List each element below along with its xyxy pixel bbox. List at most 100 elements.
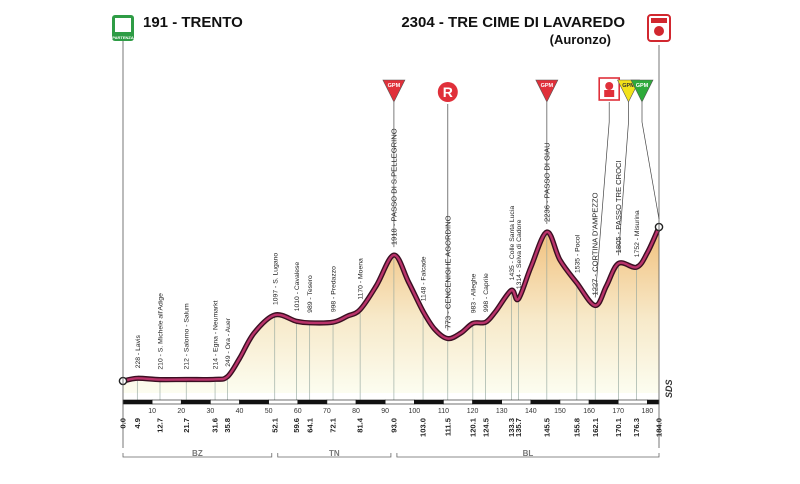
km-label: 120.1: [468, 417, 477, 437]
marker-connector: [641, 102, 660, 220]
waypoint-label: 1805 - PASSO TRE CROCI: [614, 160, 623, 253]
x-tick-label: 180: [642, 408, 654, 415]
km-label: 72.1: [329, 417, 338, 433]
x-tick-label: 110: [438, 408, 449, 415]
profile-area: [123, 227, 659, 393]
x-tick-label: 10: [148, 408, 156, 415]
waypoint-label: 1752 - Misurina: [634, 210, 641, 257]
waypoint-label: 1097 - S. Lugano: [272, 253, 279, 305]
km-label: 135.7: [514, 418, 523, 437]
km-label: 124.5: [481, 417, 490, 437]
sprint-icon-body: [604, 90, 615, 97]
km-label: 31.6: [211, 418, 220, 433]
km-bar-segment: [588, 399, 619, 405]
km-label: 4.9: [133, 418, 142, 429]
km-bar-segment: [122, 399, 153, 405]
km-label: 93.0: [390, 418, 399, 433]
x-tick-label: 100: [408, 408, 420, 415]
gpm-marker-label: GPM: [388, 83, 401, 89]
km-label: 64.1: [305, 417, 314, 433]
x-tick-label: 90: [381, 408, 389, 415]
start-title: 191 - TRENTO: [143, 14, 243, 31]
km-bar-segment: [151, 399, 182, 405]
x-tick-label: 60: [294, 408, 302, 415]
km-bar-segment: [297, 399, 328, 405]
km-label: 81.4: [356, 417, 365, 433]
km-bar-segment: [210, 399, 240, 405]
x-tick-label: 40: [236, 408, 244, 415]
x-tick-label: 120: [467, 408, 479, 415]
km-bar-segment: [239, 399, 269, 405]
gpm-marker: [535, 79, 559, 103]
km-label: 52.1: [270, 417, 279, 433]
feed-zone-r-marker: [437, 82, 458, 102]
waypoint-label: 1227 - CORTINA D'AMPEZZO: [591, 192, 600, 295]
waypoint-label: 228 - Lavis: [135, 334, 142, 368]
x-tick-label: 150: [554, 408, 566, 415]
gpm-marker: [382, 79, 406, 103]
km-label: 35.8: [223, 418, 232, 433]
km-bar-segment: [268, 399, 299, 405]
km-bar-segment: [472, 399, 502, 405]
profile-line: [122, 226, 661, 383]
x-tick-label: 140: [525, 408, 537, 415]
km-bar-segment: [617, 399, 648, 405]
waypoint-label: 1010 - Cavalese: [294, 262, 301, 312]
km-bar-segment: [530, 399, 561, 405]
start-icon-flag: [115, 18, 131, 32]
km-label: 155.8: [572, 418, 581, 437]
km-label: 12.7: [156, 418, 165, 433]
waypoint-label: 989 - Tesero: [307, 275, 314, 313]
waypoint-label: 210 - S. Michele all'Adige: [157, 293, 164, 370]
waypoint-label: 1314 - Selva di Cadore: [516, 219, 523, 289]
waypoint-label: 998 - Predazzo: [331, 266, 338, 312]
waypoint-label: 983 - Alleghe: [470, 273, 477, 313]
x-tick-label: 80: [352, 408, 360, 415]
gpm-marker-label: GPM: [636, 83, 649, 89]
finish-icon-band: [651, 18, 667, 23]
waypoint-label: 212 - Salorno - Salum: [184, 303, 191, 369]
gpm-marker: [630, 79, 654, 103]
x-tick-label: 160: [583, 408, 595, 415]
finish-title: 2304 - TRE CIME DI LAVAREDO: [401, 14, 625, 31]
waypoint-label: 1535 - Pocol: [574, 234, 581, 273]
brand-label: SDS: [664, 379, 674, 398]
region-label: BZ: [192, 449, 203, 458]
km-bar-segment: [501, 399, 532, 405]
waypoint-label: 214 - Egna - Neumarkt: [213, 300, 220, 369]
km-label: 111.5: [443, 417, 452, 436]
km-bar-segment: [443, 399, 473, 405]
km-bar-segment: [180, 399, 211, 405]
km-label: 176.3: [632, 418, 641, 437]
x-tick-label: 70: [323, 408, 331, 415]
gpm-marker-label: GPM: [622, 83, 635, 89]
region-label: TN: [329, 449, 340, 458]
km-label: 184.0: [655, 418, 664, 437]
region-bracket: [277, 453, 392, 458]
km-label: 0.0: [119, 418, 128, 429]
km-bar-segment: [559, 399, 590, 405]
km-label: 170.1: [614, 417, 623, 437]
x-tick-label: 130: [496, 408, 508, 415]
region-bracket: [396, 453, 660, 458]
marker-connector: [618, 102, 629, 256]
km-bar-segment: [414, 399, 444, 405]
km-bar-segment: [355, 399, 386, 405]
km-bar-segment: [647, 399, 660, 405]
waypoint-label: 249 - Ora - Auer: [225, 317, 232, 366]
x-tick-label: 30: [206, 408, 214, 415]
km-label: 21.7: [182, 418, 191, 433]
waypoint-label: 998 - Caprile: [483, 273, 490, 312]
region-label: BL: [523, 449, 534, 458]
marker-connector: [594, 102, 610, 298]
waypoint-label: 1435 - Colle Santa Lucia: [509, 206, 516, 281]
waypoint-label: 1148 - Falcade: [421, 256, 428, 301]
km-label: 145.5: [542, 417, 551, 437]
start-badge-text: PARTENZA: [112, 35, 134, 40]
km-bar-segment: [384, 399, 415, 405]
x-tick-label: 170: [612, 408, 624, 415]
x-tick-label: 20: [177, 408, 185, 415]
gpm-marker-label: GPM: [541, 83, 554, 89]
km-label: 133.3: [507, 418, 516, 437]
